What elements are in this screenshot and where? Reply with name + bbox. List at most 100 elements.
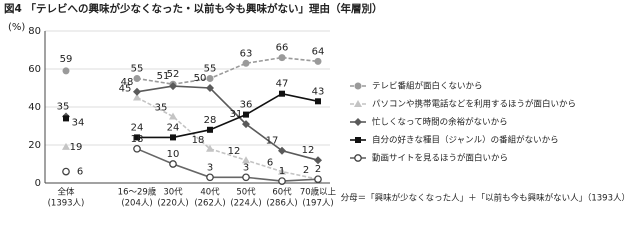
series-line bbox=[136, 56, 319, 86]
data-label: 66 bbox=[276, 43, 289, 54]
data-label: 10 bbox=[167, 149, 180, 160]
x-tick-note: (224人) bbox=[230, 199, 261, 209]
point bbox=[279, 90, 285, 97]
point bbox=[278, 146, 286, 155]
data-label: 48 bbox=[121, 77, 134, 88]
x-tick-label: 70歳以上 bbox=[300, 187, 337, 198]
data-label: 1 bbox=[279, 166, 285, 177]
data-label: 3 bbox=[243, 162, 249, 173]
y-tick-label: 80 bbox=[28, 26, 41, 37]
data-label: 55 bbox=[131, 64, 144, 75]
point bbox=[169, 82, 177, 91]
point bbox=[133, 93, 141, 101]
point bbox=[314, 175, 322, 184]
data-label: 17 bbox=[266, 136, 279, 147]
y-tick-label: 0 bbox=[35, 178, 41, 189]
y-tick-label: 40 bbox=[28, 102, 41, 113]
point bbox=[314, 156, 322, 165]
legend-marker bbox=[354, 118, 362, 126]
data-label: 47 bbox=[276, 79, 289, 90]
point bbox=[242, 120, 250, 129]
point bbox=[206, 75, 214, 82]
x-tick-note: (1393人) bbox=[48, 199, 85, 209]
point bbox=[170, 134, 176, 141]
x-tick-note: (262人) bbox=[194, 199, 225, 209]
data-label: 18 bbox=[192, 135, 205, 146]
data-label: 6 bbox=[77, 167, 83, 178]
data-label: 51 bbox=[157, 71, 170, 82]
data-label: 28 bbox=[204, 115, 217, 126]
legend-label: パソコンや携帯電話などを利用するほうが面白いから bbox=[372, 99, 576, 110]
data-label: 19 bbox=[70, 142, 83, 153]
data-label: 2 bbox=[315, 164, 321, 175]
series-line bbox=[136, 148, 319, 182]
x-tick-label: 50代 bbox=[236, 187, 256, 198]
point bbox=[169, 112, 177, 120]
legend-marker bbox=[354, 82, 362, 90]
data-label: 36 bbox=[240, 100, 253, 111]
y-tick-label: 60 bbox=[28, 64, 41, 75]
x-tick-label: 16～29歳 bbox=[118, 187, 157, 198]
data-label: 64 bbox=[312, 46, 325, 57]
data-label: 31 bbox=[230, 109, 243, 120]
point bbox=[278, 177, 286, 185]
data-label: 6 bbox=[267, 158, 273, 169]
data-label: 24 bbox=[131, 122, 144, 133]
data-label: 2 bbox=[303, 165, 309, 176]
point bbox=[206, 144, 214, 152]
point bbox=[314, 57, 322, 65]
legend-label: 自分の好きな種目（ジャンル）の番組がないから bbox=[372, 135, 559, 146]
data-label: 55 bbox=[204, 64, 217, 75]
chart: 図4 「テレビへの興味が少なくなった・以前も今も興味がない」理由（年層別） (%… bbox=[4, 2, 630, 209]
point bbox=[278, 167, 286, 175]
x-tick-note: (204人) bbox=[121, 199, 152, 209]
data-label: 12 bbox=[228, 146, 241, 157]
data-label: 43 bbox=[312, 86, 325, 97]
point bbox=[63, 115, 69, 122]
series-line bbox=[136, 96, 319, 180]
point bbox=[133, 75, 141, 82]
data-label: 35 bbox=[155, 103, 168, 114]
point bbox=[242, 173, 250, 182]
chart-title: 図4 「テレビへの興味が少なくなった・以前も今も興味がない」理由（年層別） bbox=[4, 2, 382, 15]
point bbox=[133, 144, 141, 153]
data-label: 50 bbox=[194, 73, 207, 84]
point bbox=[206, 84, 214, 92]
point bbox=[62, 67, 70, 75]
legend-marker bbox=[354, 154, 362, 162]
data-label: 12 bbox=[302, 145, 315, 156]
data-label: 45 bbox=[119, 84, 132, 95]
x-tick-label: 40代 bbox=[200, 187, 220, 198]
point bbox=[315, 98, 321, 105]
data-label: 59 bbox=[60, 54, 73, 65]
data-label: 18 bbox=[131, 134, 144, 145]
legend-marker bbox=[355, 137, 361, 143]
data-label: 63 bbox=[240, 48, 253, 59]
x-tick-note: (286人) bbox=[266, 199, 297, 209]
point bbox=[242, 59, 250, 67]
x-tick-note: (197人) bbox=[302, 199, 333, 209]
legend-label: テレビ番組が面白くないから bbox=[372, 81, 483, 92]
x-tick-label: 全体 bbox=[57, 187, 75, 198]
note: 分母＝「興味が少なくなった人」＋「以前も今も興味がない人」（1393人） bbox=[341, 193, 630, 204]
legend-marker bbox=[354, 100, 362, 107]
x-tick-label: 60代 bbox=[272, 187, 292, 198]
y-axis-label: (%) bbox=[8, 22, 25, 33]
series-line bbox=[136, 85, 319, 161]
point bbox=[206, 173, 214, 182]
data-label: 52 bbox=[167, 69, 180, 80]
point bbox=[243, 111, 249, 118]
point bbox=[133, 87, 141, 96]
data-label: 24 bbox=[167, 122, 180, 133]
legend-label: 忙しくなって時間の余裕がないから bbox=[372, 117, 508, 128]
data-label: 3 bbox=[207, 162, 213, 173]
point bbox=[134, 134, 140, 141]
legend-label: 動画サイトを見るほうが面白いから bbox=[372, 153, 508, 164]
x-tick-note: (220人) bbox=[157, 199, 188, 209]
point bbox=[278, 54, 286, 62]
point bbox=[62, 167, 70, 176]
point bbox=[242, 156, 250, 164]
series-line bbox=[137, 92, 319, 139]
data-label: 35 bbox=[57, 102, 70, 113]
point bbox=[207, 126, 213, 133]
